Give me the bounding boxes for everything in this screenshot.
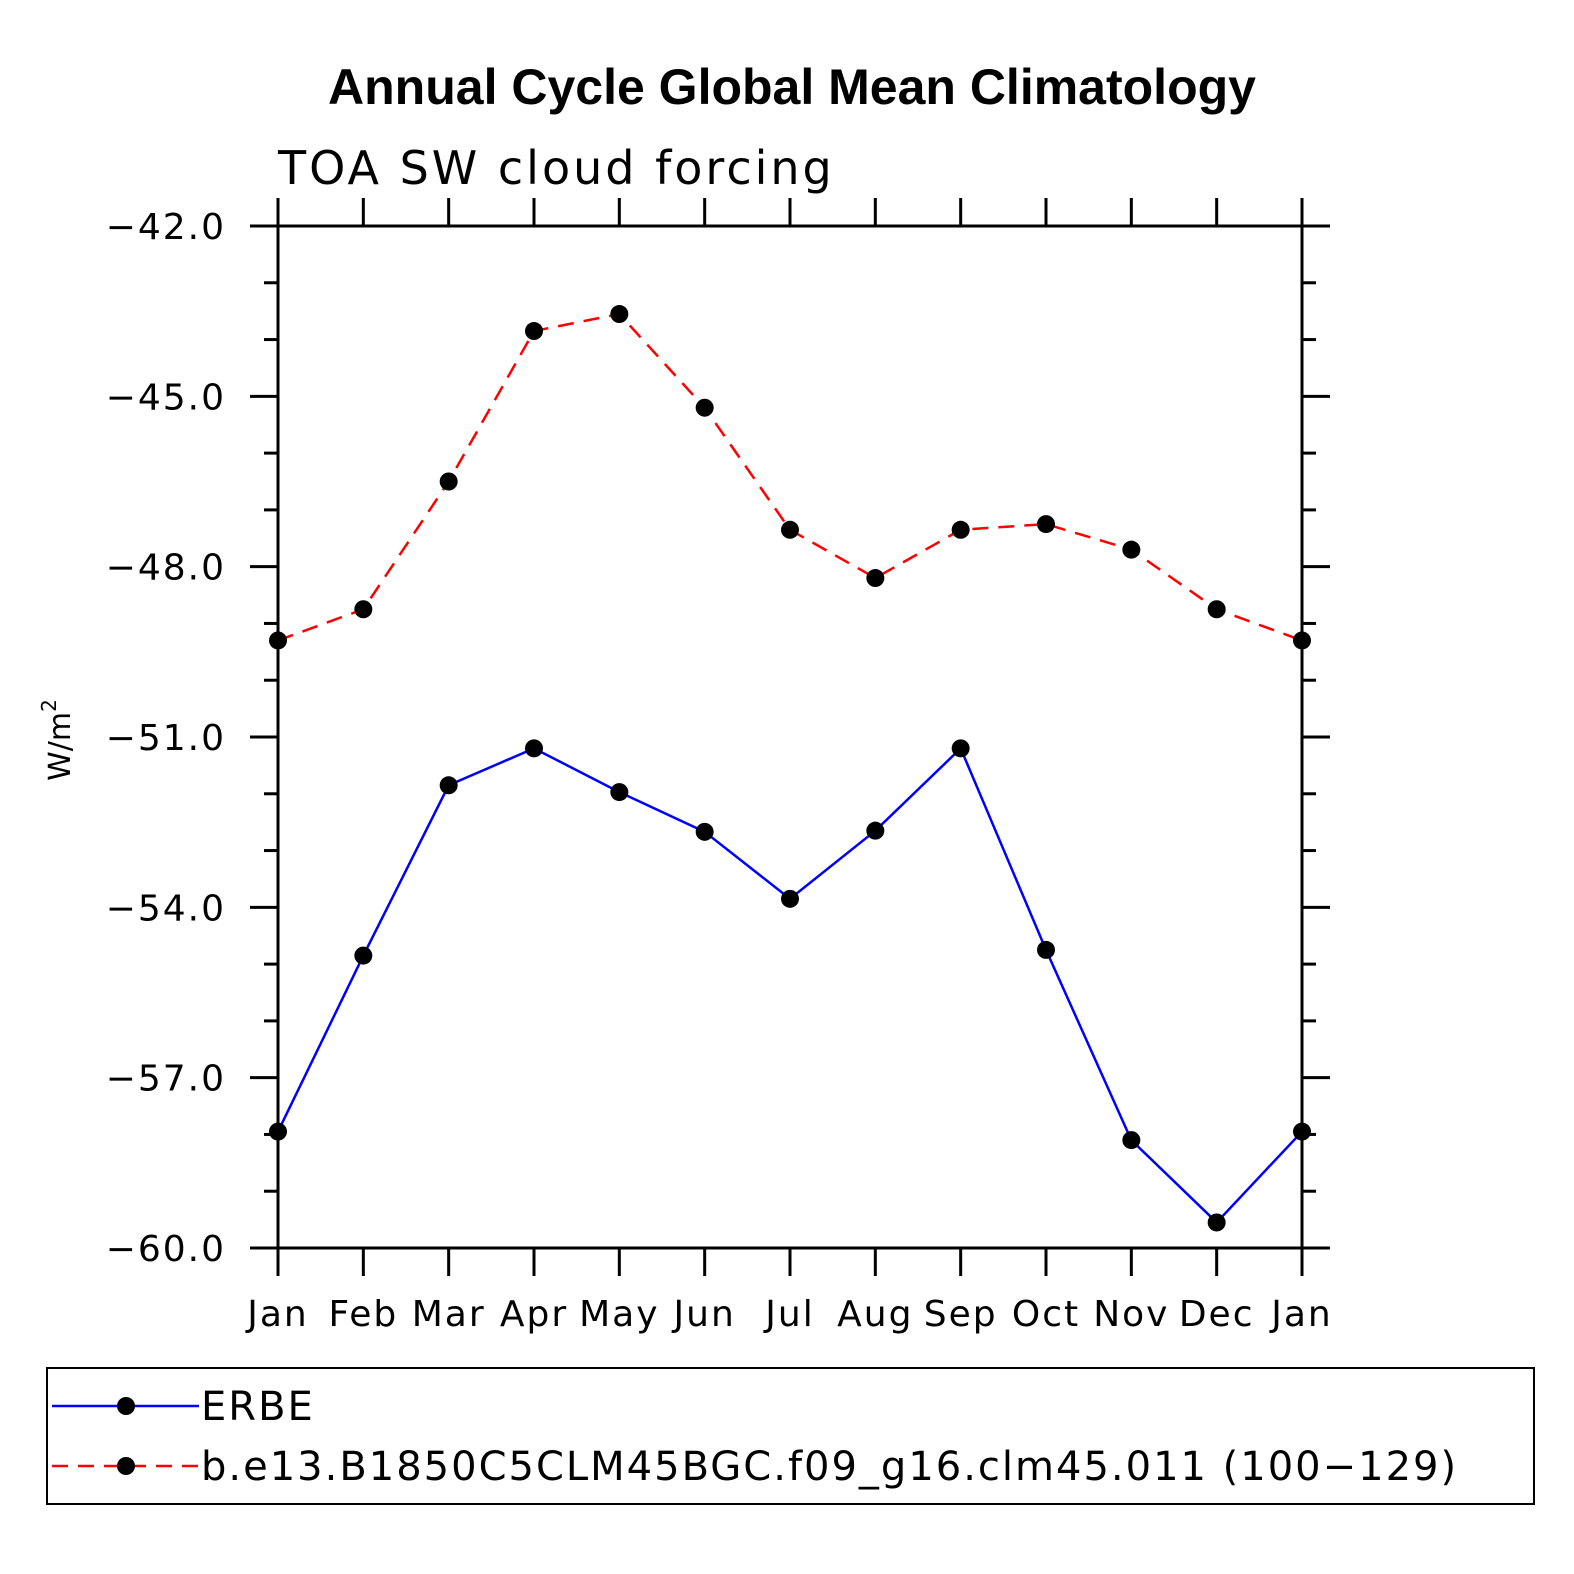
data-point-series-1	[525, 322, 543, 341]
data-point-series-1	[695, 398, 714, 417]
data-point-series-0	[354, 946, 373, 965]
series-line-0	[276, 746, 1303, 1225]
data-point-series-0	[610, 783, 629, 802]
y-tick-label: −57.0	[106, 1059, 226, 1100]
legend-erbe-marker	[117, 1397, 135, 1415]
x-tick-label: May	[579, 1294, 659, 1335]
legend-erbe-label: ERBE	[201, 1384, 315, 1430]
x-tick-label: Dec	[1179, 1294, 1255, 1335]
chart-title: Annual Cycle Global Mean Climatology	[328, 59, 1256, 115]
data-point-series-1	[866, 569, 885, 588]
data-point-series-0	[1122, 1131, 1141, 1150]
y-tick-label: −45.0	[106, 377, 226, 418]
data-point-series-0	[781, 889, 799, 908]
x-tick-label: Nov	[1093, 1294, 1169, 1335]
legend-model-label: b.e13.B1850C5CLM45BGC.f09_g16.clm45.011 …	[201, 1444, 1458, 1490]
y-tick-label: −42.0	[106, 207, 226, 248]
x-tick-label: Mar	[412, 1294, 486, 1335]
x-tick-label: Jul	[763, 1294, 814, 1335]
y-axis-label: W/m2	[37, 699, 78, 781]
svg-text:W/m2: W/m2	[37, 699, 78, 781]
x-tick-label: Jan	[1269, 1294, 1333, 1335]
data-point-series-1	[951, 520, 970, 539]
y-tick-label: −60.0	[106, 1229, 226, 1270]
series-layer	[269, 305, 1311, 1232]
data-point-series-0	[1037, 940, 1055, 959]
data-point-series-1	[1122, 540, 1141, 559]
x-tick-label: Aug	[837, 1294, 913, 1335]
data-point-series-1	[781, 520, 799, 539]
x-tick-label: Oct	[1012, 1294, 1080, 1335]
y-tick-label: −51.0	[106, 718, 226, 759]
y-axis-label-superscript: 2	[37, 699, 61, 712]
data-point-series-1	[1037, 515, 1055, 534]
data-point-series-1	[1293, 631, 1311, 650]
legend: ERBE b.e13.B1850C5CLM45BGC.f09_g16.clm45…	[46, 1367, 1535, 1505]
data-point-series-1	[610, 305, 629, 324]
x-tick-label: Apr	[500, 1294, 568, 1335]
data-point-series-0	[439, 776, 458, 795]
data-point-series-1	[1207, 600, 1226, 619]
x-tick-label: Sep	[924, 1294, 998, 1335]
series-line-1	[277, 312, 1303, 642]
y-tick-label: −54.0	[106, 888, 226, 929]
data-point-series-0	[269, 1122, 287, 1141]
data-point-series-1	[269, 631, 287, 650]
data-point-series-0	[525, 739, 543, 758]
data-point-series-0	[1293, 1122, 1311, 1141]
plot-frame	[276, 224, 1304, 1250]
legend-model-marker	[117, 1457, 135, 1475]
data-point-series-1	[354, 600, 373, 619]
data-point-series-0	[695, 822, 714, 841]
x-tick-label: Feb	[328, 1294, 398, 1335]
axis-ticks	[250, 198, 1330, 1276]
y-tick-label: −48.0	[106, 548, 226, 589]
data-point-series-0	[951, 739, 970, 758]
legend-box	[46, 1367, 1535, 1505]
y-axis-label-text: W/m	[43, 712, 78, 781]
x-tick-label: Jan	[245, 1294, 309, 1335]
tick-labels: Jan Feb Mar Apr May Jun Jul Aug Sep Oct Nov Dec Jan−…	[106, 207, 1333, 1335]
x-tick-label: Jun	[672, 1294, 736, 1335]
data-point-series-1	[439, 472, 458, 491]
chart-subtitle: TOA SW cloud forcing	[277, 141, 835, 195]
data-point-series-0	[866, 821, 885, 840]
data-point-series-0	[1207, 1213, 1226, 1232]
